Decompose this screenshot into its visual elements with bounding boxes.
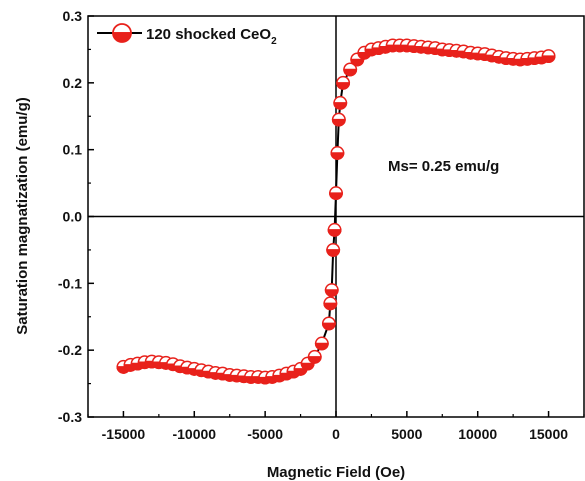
x-axis-title: Magnetic Field (Oe) bbox=[267, 464, 405, 481]
x-tick-label: 0 bbox=[332, 426, 340, 442]
data-point bbox=[314, 336, 329, 351]
data-point bbox=[326, 242, 341, 257]
y-axis-title: Saturation magnatization (emu/g) bbox=[14, 97, 31, 335]
x-axis-ticks: -15000 -10000 -5000 0 5000 10000 15000 bbox=[87, 411, 585, 442]
series-markers bbox=[116, 38, 556, 385]
ms-annotation: Ms= 0.25 emu/g bbox=[388, 158, 499, 175]
y-tick-label: -0.1 bbox=[58, 275, 82, 291]
legend: 120 shocked CeO2 bbox=[97, 23, 277, 47]
y-tick-label: -0.2 bbox=[58, 342, 82, 358]
x-tick-label: -15000 bbox=[102, 426, 146, 442]
data-point bbox=[323, 296, 338, 311]
data-point bbox=[336, 75, 351, 90]
x-tick-label: -5000 bbox=[247, 426, 283, 442]
y-tick-label: 0.0 bbox=[63, 209, 83, 225]
y-axis-ticks: -0.3 -0.2 -0.1 0.0 0.1 0.2 0.3 bbox=[58, 8, 94, 425]
x-tick-label: 5000 bbox=[391, 426, 422, 442]
x-tick-label: 15000 bbox=[529, 426, 568, 442]
x-tick-label: 10000 bbox=[458, 426, 497, 442]
y-tick-label: 0.2 bbox=[63, 75, 83, 91]
data-point bbox=[329, 186, 343, 201]
legend-label-prefix: 120 shocked CeO bbox=[146, 26, 271, 43]
data-point bbox=[324, 283, 339, 297]
data-point bbox=[541, 49, 556, 64]
data-point bbox=[333, 95, 348, 110]
x-tick-label: -10000 bbox=[172, 426, 216, 442]
legend-marker bbox=[112, 23, 132, 43]
y-tick-label: 0.1 bbox=[63, 142, 83, 158]
data-point bbox=[307, 349, 322, 364]
legend-label: 120 shocked CeO2 bbox=[146, 26, 277, 47]
data-point bbox=[343, 62, 358, 77]
y-tick-label: -0.3 bbox=[58, 409, 82, 425]
y-tick-label: 0.3 bbox=[63, 8, 83, 24]
legend-label-subscript: 2 bbox=[271, 36, 277, 47]
data-point bbox=[321, 316, 336, 331]
data-point bbox=[327, 222, 342, 237]
data-point bbox=[330, 146, 345, 160]
data-point bbox=[331, 112, 346, 127]
